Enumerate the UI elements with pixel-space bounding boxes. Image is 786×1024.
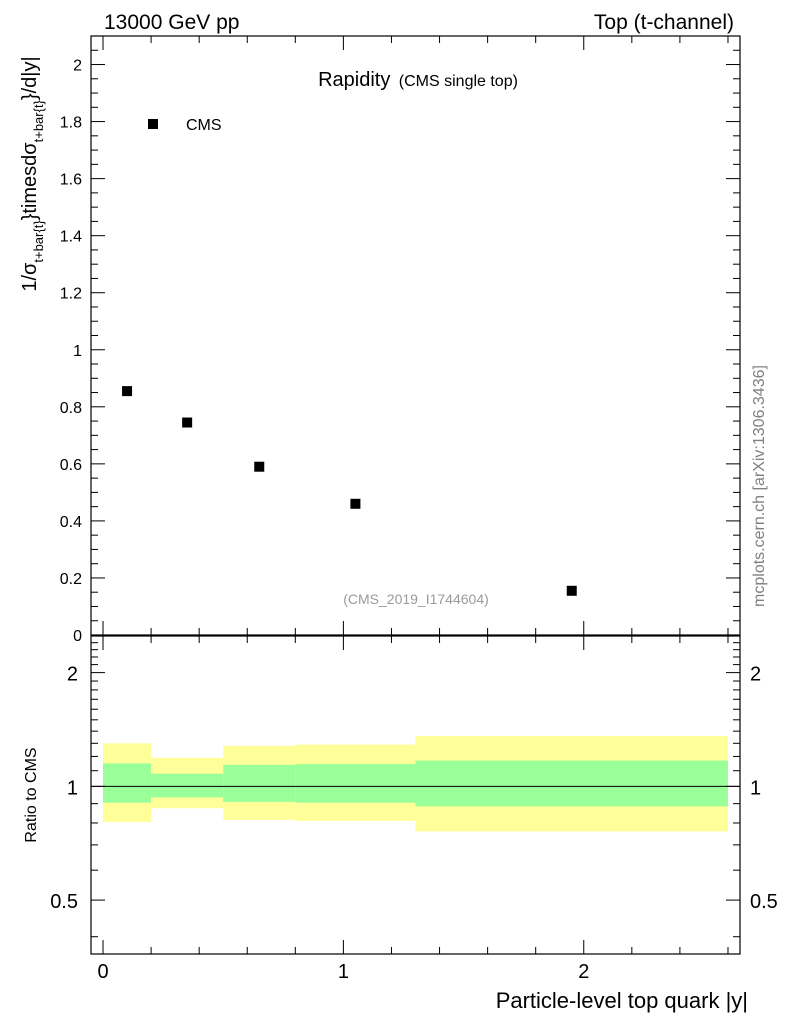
main-y-tick-label: 1.2 [60,286,82,303]
cms-data-point [182,417,193,428]
ratio-stat-band [151,773,224,798]
ratio-uncertainty-bands [103,735,728,832]
plot-title: Rapidity [318,69,390,91]
main-y-tick-label: 1 [73,343,82,360]
ratio-y-tick-label: 1 [67,777,78,799]
ratio-y-axis-label: Ratio to CMS [23,747,40,842]
main-y-tick-label: 2 [73,58,82,75]
main-y-tick-label: 1.8 [60,115,82,132]
main-y-tick-label: 0.6 [60,457,82,474]
cms-data-point [566,585,577,596]
cms-data-point [350,498,361,509]
ratio-panel: 0.5 0.5 1 1 2 2 0 1 2 Ratio to CMS Particle-lev… [23,635,778,1013]
ratio-y-tick-label-right: 1 [750,777,761,799]
main-y-tick-label: 1.6 [60,172,82,189]
ratio-y-tick-label: 2 [67,664,78,686]
ratio-y-tick-label-right: 0.5 [750,891,778,913]
ratio-stat-band [223,764,296,802]
x-tick-labels: 0 1 2 [97,961,589,983]
main-y-tick-label: 1.4 [60,229,82,246]
main-y-tick-label: 0.2 [60,571,82,588]
main-panel: 0.2 0.4 0.6 0.8 1 1.2 1.4 1.6 1.8 2 0 Rapidity (C… [19,35,741,645]
plot-title-group: Rapidity (CMS single top) [318,69,518,91]
cms-data-point [254,461,265,472]
ratio-frame [90,635,741,955]
mcplots-side-label: mcplots.cern.ch [arXiv:1306.3436] [751,365,768,607]
main-axis-ticks [91,36,740,636]
main-y-axis-label: 1/σt+bar{t}}timesdσt+bar{t}}/d|y| [19,56,46,291]
x-axis-label: Particle-level top quark |y| [496,988,748,1013]
ratio-y-tick-label: 0.5 [50,891,78,913]
main-y-tick-label: 0.8 [60,400,82,417]
x-tick-label: 2 [578,961,589,983]
cms-data-points [122,386,577,596]
main-y-tick-label: 0.4 [60,514,82,531]
x-tick-label: 1 [338,961,349,983]
process-label: Top (t-channel) [594,11,734,34]
ratio-stat-band [103,763,152,803]
ratio-y-tick-labels: 0.5 0.5 1 1 2 2 [50,664,778,913]
plot-subtitle: (CMS single top) [399,73,518,90]
ratio-stat-band [295,764,416,803]
legend-label-cms: CMS [186,117,222,134]
cms-data-point [122,386,133,397]
energy-label: 13000 GeV pp [104,11,239,34]
ratio-stat-band [415,760,728,807]
main-y-tick-label-origin: 0 [73,628,82,645]
x-tick-label: 0 [97,961,108,983]
analysis-label: (CMS_2019_I1744604) [343,591,489,607]
legend-marker-cms [148,119,158,129]
ratio-axis-ticks [91,636,740,954]
ratio-y-tick-label-right: 2 [750,664,761,686]
main-y-tick-labels: 0.2 0.4 0.6 0.8 1 1.2 1.4 1.6 1.8 2 [60,58,82,588]
main-frame [90,35,741,636]
